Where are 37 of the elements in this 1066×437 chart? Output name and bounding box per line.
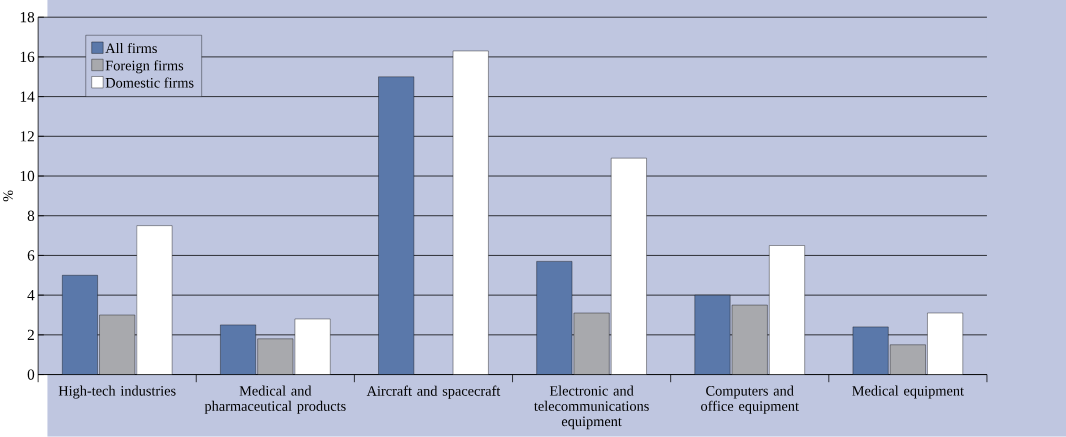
- y-tick-label: 6: [27, 250, 35, 261]
- bar: [62, 275, 98, 375]
- bar: [573, 313, 610, 375]
- y-tick-label: 16: [20, 51, 35, 63]
- legend-label: All firms: [105, 43, 157, 54]
- x-tick-label: High-tech industries: [58, 385, 176, 399]
- y-tick-label: 10: [20, 171, 35, 182]
- bar: [852, 326, 889, 375]
- x-tick-label: Medical equipment: [852, 385, 964, 399]
- x-tick-label: Electronic and telecommunications equipment: [534, 385, 649, 430]
- bar: [694, 295, 731, 375]
- bar: [731, 305, 768, 375]
- bar: [257, 338, 294, 375]
- y-tick-label: 18: [20, 12, 35, 23]
- legend-label: Foreign firms: [105, 60, 184, 74]
- y-tick-label: 8: [27, 210, 35, 222]
- y-axis-title: %: [3, 190, 13, 202]
- legend-label: Domestic firms: [105, 77, 194, 88]
- bar: [99, 314, 136, 375]
- bar: [536, 261, 573, 375]
- y-tick-label: 12: [20, 131, 34, 142]
- x-tick-label: Computers and office equipment: [701, 385, 799, 415]
- bar: [378, 76, 415, 375]
- bar: [220, 324, 256, 375]
- y-tick-label: 4: [27, 290, 35, 301]
- y-tick-label: 14: [20, 91, 35, 102]
- y-tick-label: 0: [27, 369, 35, 380]
- bar: [452, 50, 489, 375]
- bar: [769, 245, 805, 375]
- x-tick-label: Medical and pharmaceutical products: [204, 385, 346, 415]
- bar: [136, 225, 173, 375]
- bar: [927, 312, 964, 375]
- x-tick-label: Aircraft and spacecraft: [366, 385, 501, 399]
- y-tick-label: 2: [27, 329, 34, 341]
- bar: [294, 318, 331, 375]
- bar: [890, 344, 926, 375]
- bar: [611, 158, 647, 375]
